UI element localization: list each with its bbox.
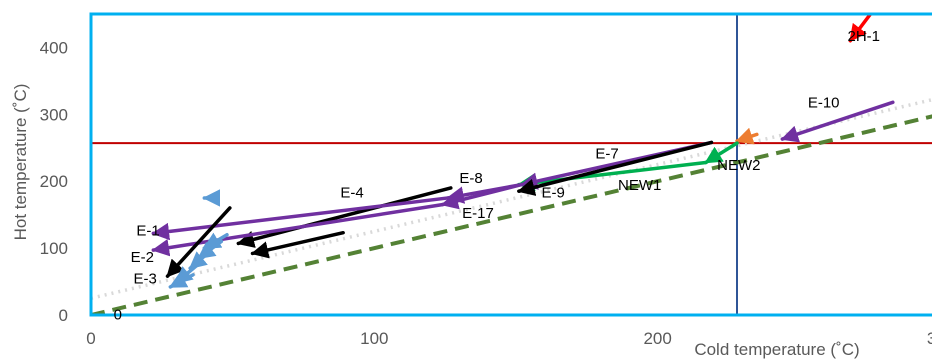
series-arrows [151,14,895,289]
y-tick-label: 0 [59,306,68,325]
stream-arrow [517,140,714,196]
y-tick-label: 100 [40,239,68,258]
stream-arrow [188,249,212,270]
stream-label: E-2 [131,249,154,266]
x-axis-title: Cold temperature (˚C) [694,340,859,359]
stream-label: E-8 [459,170,482,187]
x-tick-label: 100 [360,329,388,348]
y-tick-label: 200 [40,172,68,191]
stream-label: E-7 [595,145,618,162]
stream-arrow [704,141,739,165]
stream-arrow [517,160,708,192]
stream-arrow [848,14,873,43]
stream-label: 0 [114,307,122,324]
axis-ticks: 0 100 200 300 0 100 200 300 400 [40,38,932,348]
reference-lines [91,14,932,315]
stream-arrow [151,196,450,241]
stream-label: E-17 [462,205,494,222]
stream-label: E-4 [340,184,363,201]
stream-arrow [168,271,195,289]
stream-label: E-10 [808,95,840,112]
stream-label: E-9 [542,184,565,201]
stream-label: E-1 [136,222,159,239]
y-tick-label: 400 [40,38,68,57]
plot-area-frame [89,12,932,317]
stream-arrow [250,230,345,259]
x-tick-label: 0 [86,329,95,348]
stream-arrow [735,127,759,145]
stream-label: NEW2 [717,157,760,174]
stream-arrow [236,186,453,248]
stream-label: 2H-1 [848,28,881,45]
stream-arrow [780,100,895,143]
stream-label: NEW1 [618,177,661,194]
y-tick-label: 300 [40,105,68,124]
y-axis-title: Hot temperature (˚C) [11,84,30,241]
x-tick-label: 300 [927,329,932,348]
reference-line-dashed [91,114,932,315]
stream-label: E-3 [134,271,157,288]
stream-arrow [440,182,524,210]
x-tick-label: 200 [643,329,671,348]
